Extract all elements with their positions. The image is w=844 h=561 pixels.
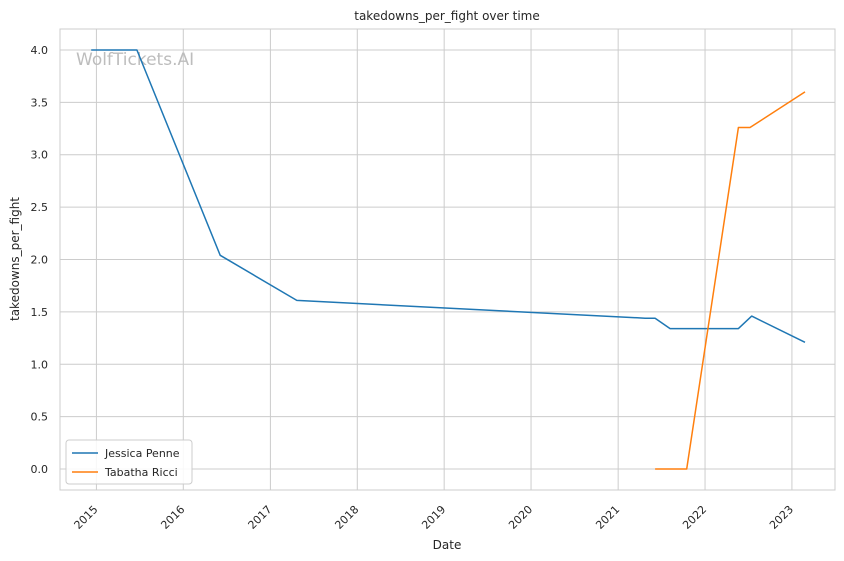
series-line-tabatha-ricci [655, 91, 806, 470]
x-tick-label: 2015 [72, 503, 101, 532]
legend-label-jessica-penne: Jessica Penne [104, 447, 180, 460]
legend-box [65, 439, 193, 485]
x-tick-label: 2017 [246, 503, 275, 532]
y-tick-label: 1.5 [31, 306, 49, 319]
y-axis-title: takedowns_per_fight [8, 197, 22, 321]
grid-lines [60, 29, 835, 490]
watermark: WolfTickets.AI [76, 50, 194, 70]
y-tick-label: 0.0 [31, 463, 49, 476]
series-lines [91, 49, 806, 470]
x-axis-ticks: 2015 2016 2017 2018 2019 2020 2021 2022 2023 [72, 503, 796, 532]
series-line-jessica-penne [91, 49, 806, 343]
y-tick-label: 0.5 [31, 411, 49, 424]
x-tick-label: 2016 [158, 503, 187, 532]
y-tick-label: 3.0 [31, 149, 49, 162]
legend: Jessica Penne Tabatha Ricci [65, 439, 193, 485]
x-tick-label: 2022 [680, 503, 709, 532]
x-tick-label: 2019 [419, 503, 448, 532]
x-axis-title: Date [433, 538, 462, 552]
legend-label-tabatha-ricci: Tabatha Ricci [104, 466, 178, 479]
y-tick-label: 4.0 [31, 44, 49, 57]
x-tick-label: 2021 [593, 503, 622, 532]
x-tick-label: 2023 [767, 503, 796, 532]
y-tick-label: 2.5 [31, 201, 49, 214]
x-tick-label: 2018 [332, 503, 361, 532]
y-tick-label: 2.0 [31, 254, 49, 267]
chart-title: takedowns_per_fight over time [354, 9, 540, 23]
x-tick-label: 2020 [506, 503, 535, 532]
y-tick-label: 1.0 [31, 358, 49, 371]
y-tick-label: 3.5 [31, 96, 49, 109]
y-axis-ticks: 0.0 0.5 1.0 1.5 2.0 2.5 3.0 3.5 4.0 [31, 44, 49, 476]
